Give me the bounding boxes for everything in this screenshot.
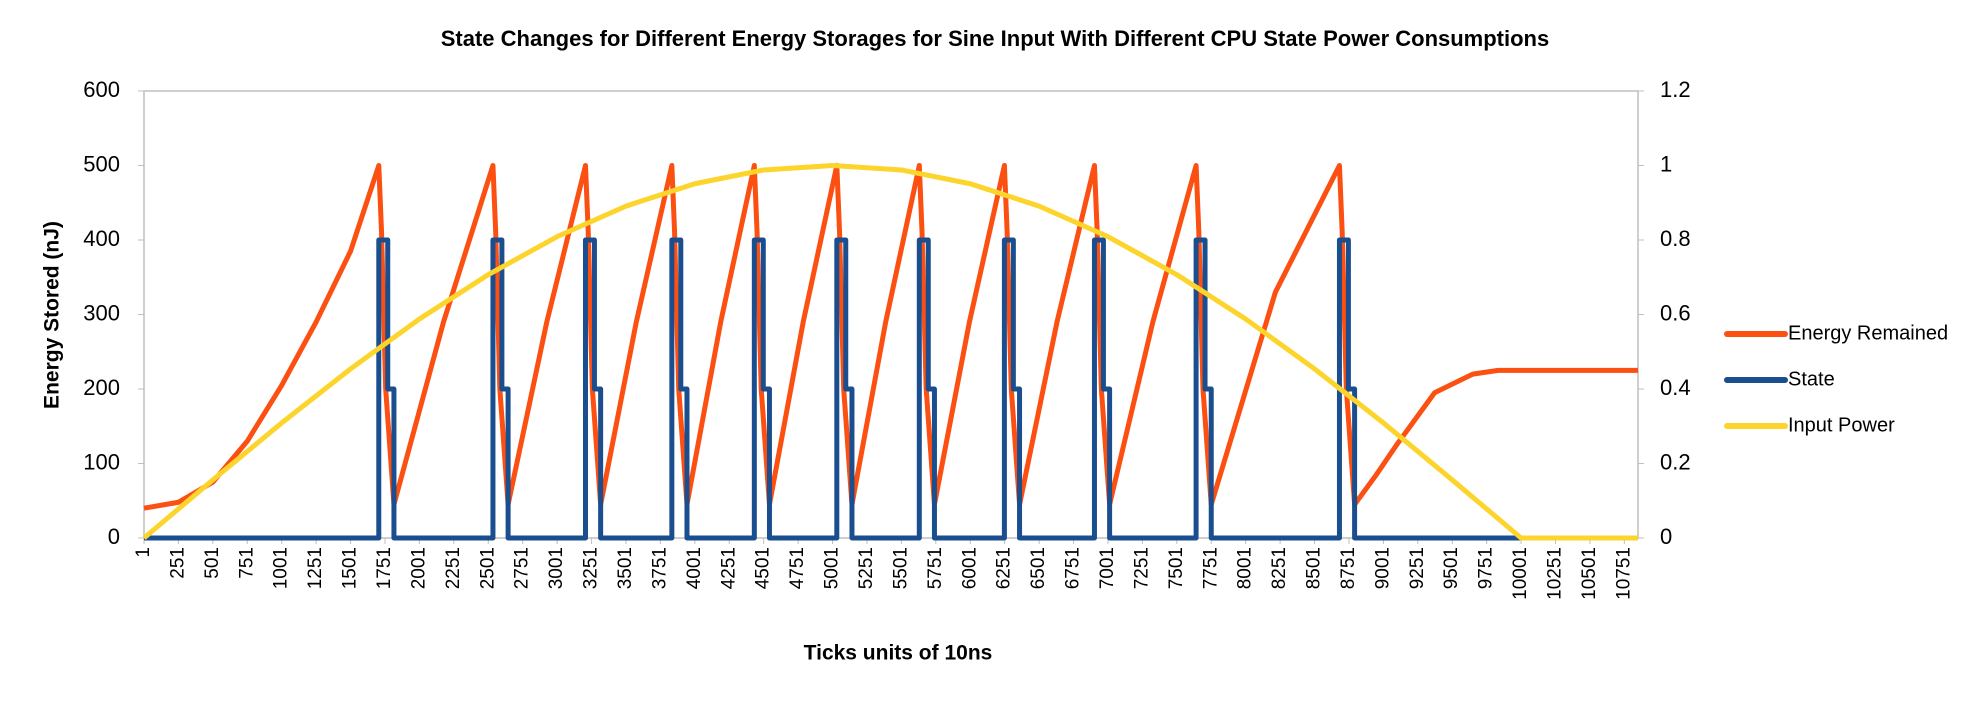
x-tick-label: 3501 <box>615 547 636 589</box>
x-tick-label: 10001 <box>1510 547 1531 600</box>
x-tick-label: 8001 <box>1235 547 1256 589</box>
x-tick-label: 8501 <box>1304 547 1325 589</box>
y2-tick-label: 0.2 <box>1660 449 1691 474</box>
x-tick-label: 4251 <box>718 547 739 589</box>
x-axis-label: Ticks units of 10ns <box>804 642 993 665</box>
y2-tick-label: 0.6 <box>1660 300 1691 325</box>
x-tick-label: 2751 <box>512 547 533 589</box>
x-tick-label: 9751 <box>1476 547 1497 589</box>
y2-tick-label: 1 <box>1660 151 1672 176</box>
x-tick-label: 8751 <box>1338 547 1359 589</box>
y-tick-label: 400 <box>83 226 120 251</box>
x-tick-label: 5251 <box>856 547 877 589</box>
x-tick-label: 3251 <box>581 547 602 589</box>
x-tick-label: 7751 <box>1200 547 1221 589</box>
x-tick-label: 7001 <box>1097 547 1118 589</box>
y2-tick-label: 0.4 <box>1660 375 1691 400</box>
x-tick-label: 4001 <box>684 547 705 589</box>
y2-tick-label: 0 <box>1660 524 1672 549</box>
x-tick-label: 3001 <box>546 547 567 589</box>
legend-label: Input Power <box>1788 414 1895 436</box>
x-tick-label: 1001 <box>271 547 292 589</box>
x-tick-label: 9251 <box>1407 547 1428 589</box>
y-tick-label: 0 <box>108 524 120 549</box>
chart-title: State Changes for Different Energy Stora… <box>441 26 1549 51</box>
x-tick-label: 6001 <box>959 547 980 589</box>
x-tick-label: 10251 <box>1545 547 1566 600</box>
x-tick-label: 6501 <box>1028 547 1049 589</box>
x-tick-label: 5001 <box>822 547 843 589</box>
y2-tick-label: 1.2 <box>1660 77 1691 102</box>
legend-label: State <box>1788 368 1835 390</box>
x-tick-label: 1251 <box>305 547 326 589</box>
x-tick-label: 4501 <box>753 547 774 589</box>
y2-tick-label: 0.8 <box>1660 226 1691 251</box>
x-tick-label: 1751 <box>374 547 395 589</box>
x-tick-label: 8251 <box>1269 547 1290 589</box>
y-axis-label: Energy Stored (nJ) <box>41 221 64 409</box>
x-tick-label: 10501 <box>1579 547 1600 600</box>
x-tick-label: 2501 <box>477 547 498 589</box>
legend-label: Energy Remained <box>1788 322 1948 344</box>
x-tick-label: 2251 <box>443 547 464 589</box>
x-tick-label: 2001 <box>408 547 429 589</box>
x-tick-label: 10751 <box>1613 547 1634 600</box>
x-tick-label: 251 <box>167 547 188 579</box>
x-tick-label: 4751 <box>787 547 808 589</box>
y-tick-label: 300 <box>83 300 120 325</box>
y-tick-label: 500 <box>83 151 120 176</box>
y-tick-label: 600 <box>83 77 120 102</box>
y-tick-label: 100 <box>83 449 120 474</box>
x-tick-label: 7251 <box>1131 547 1152 589</box>
x-tick-label: 9001 <box>1372 547 1393 589</box>
x-tick-label: 1 <box>133 547 154 558</box>
x-tick-label: 9501 <box>1441 547 1462 589</box>
x-tick-label: 501 <box>202 547 223 579</box>
x-tick-label: 5751 <box>925 547 946 589</box>
x-tick-label: 7501 <box>1166 547 1187 589</box>
series-line <box>142 163 1638 541</box>
x-tick-label: 6751 <box>1063 547 1084 589</box>
x-tick-label: 5501 <box>890 547 911 589</box>
x-tick-label: 6251 <box>994 547 1015 589</box>
x-tick-label: 1501 <box>340 547 361 589</box>
x-tick-label: 751 <box>236 547 257 579</box>
x-tick-label: 3751 <box>649 547 670 589</box>
y-tick-label: 200 <box>83 375 120 400</box>
